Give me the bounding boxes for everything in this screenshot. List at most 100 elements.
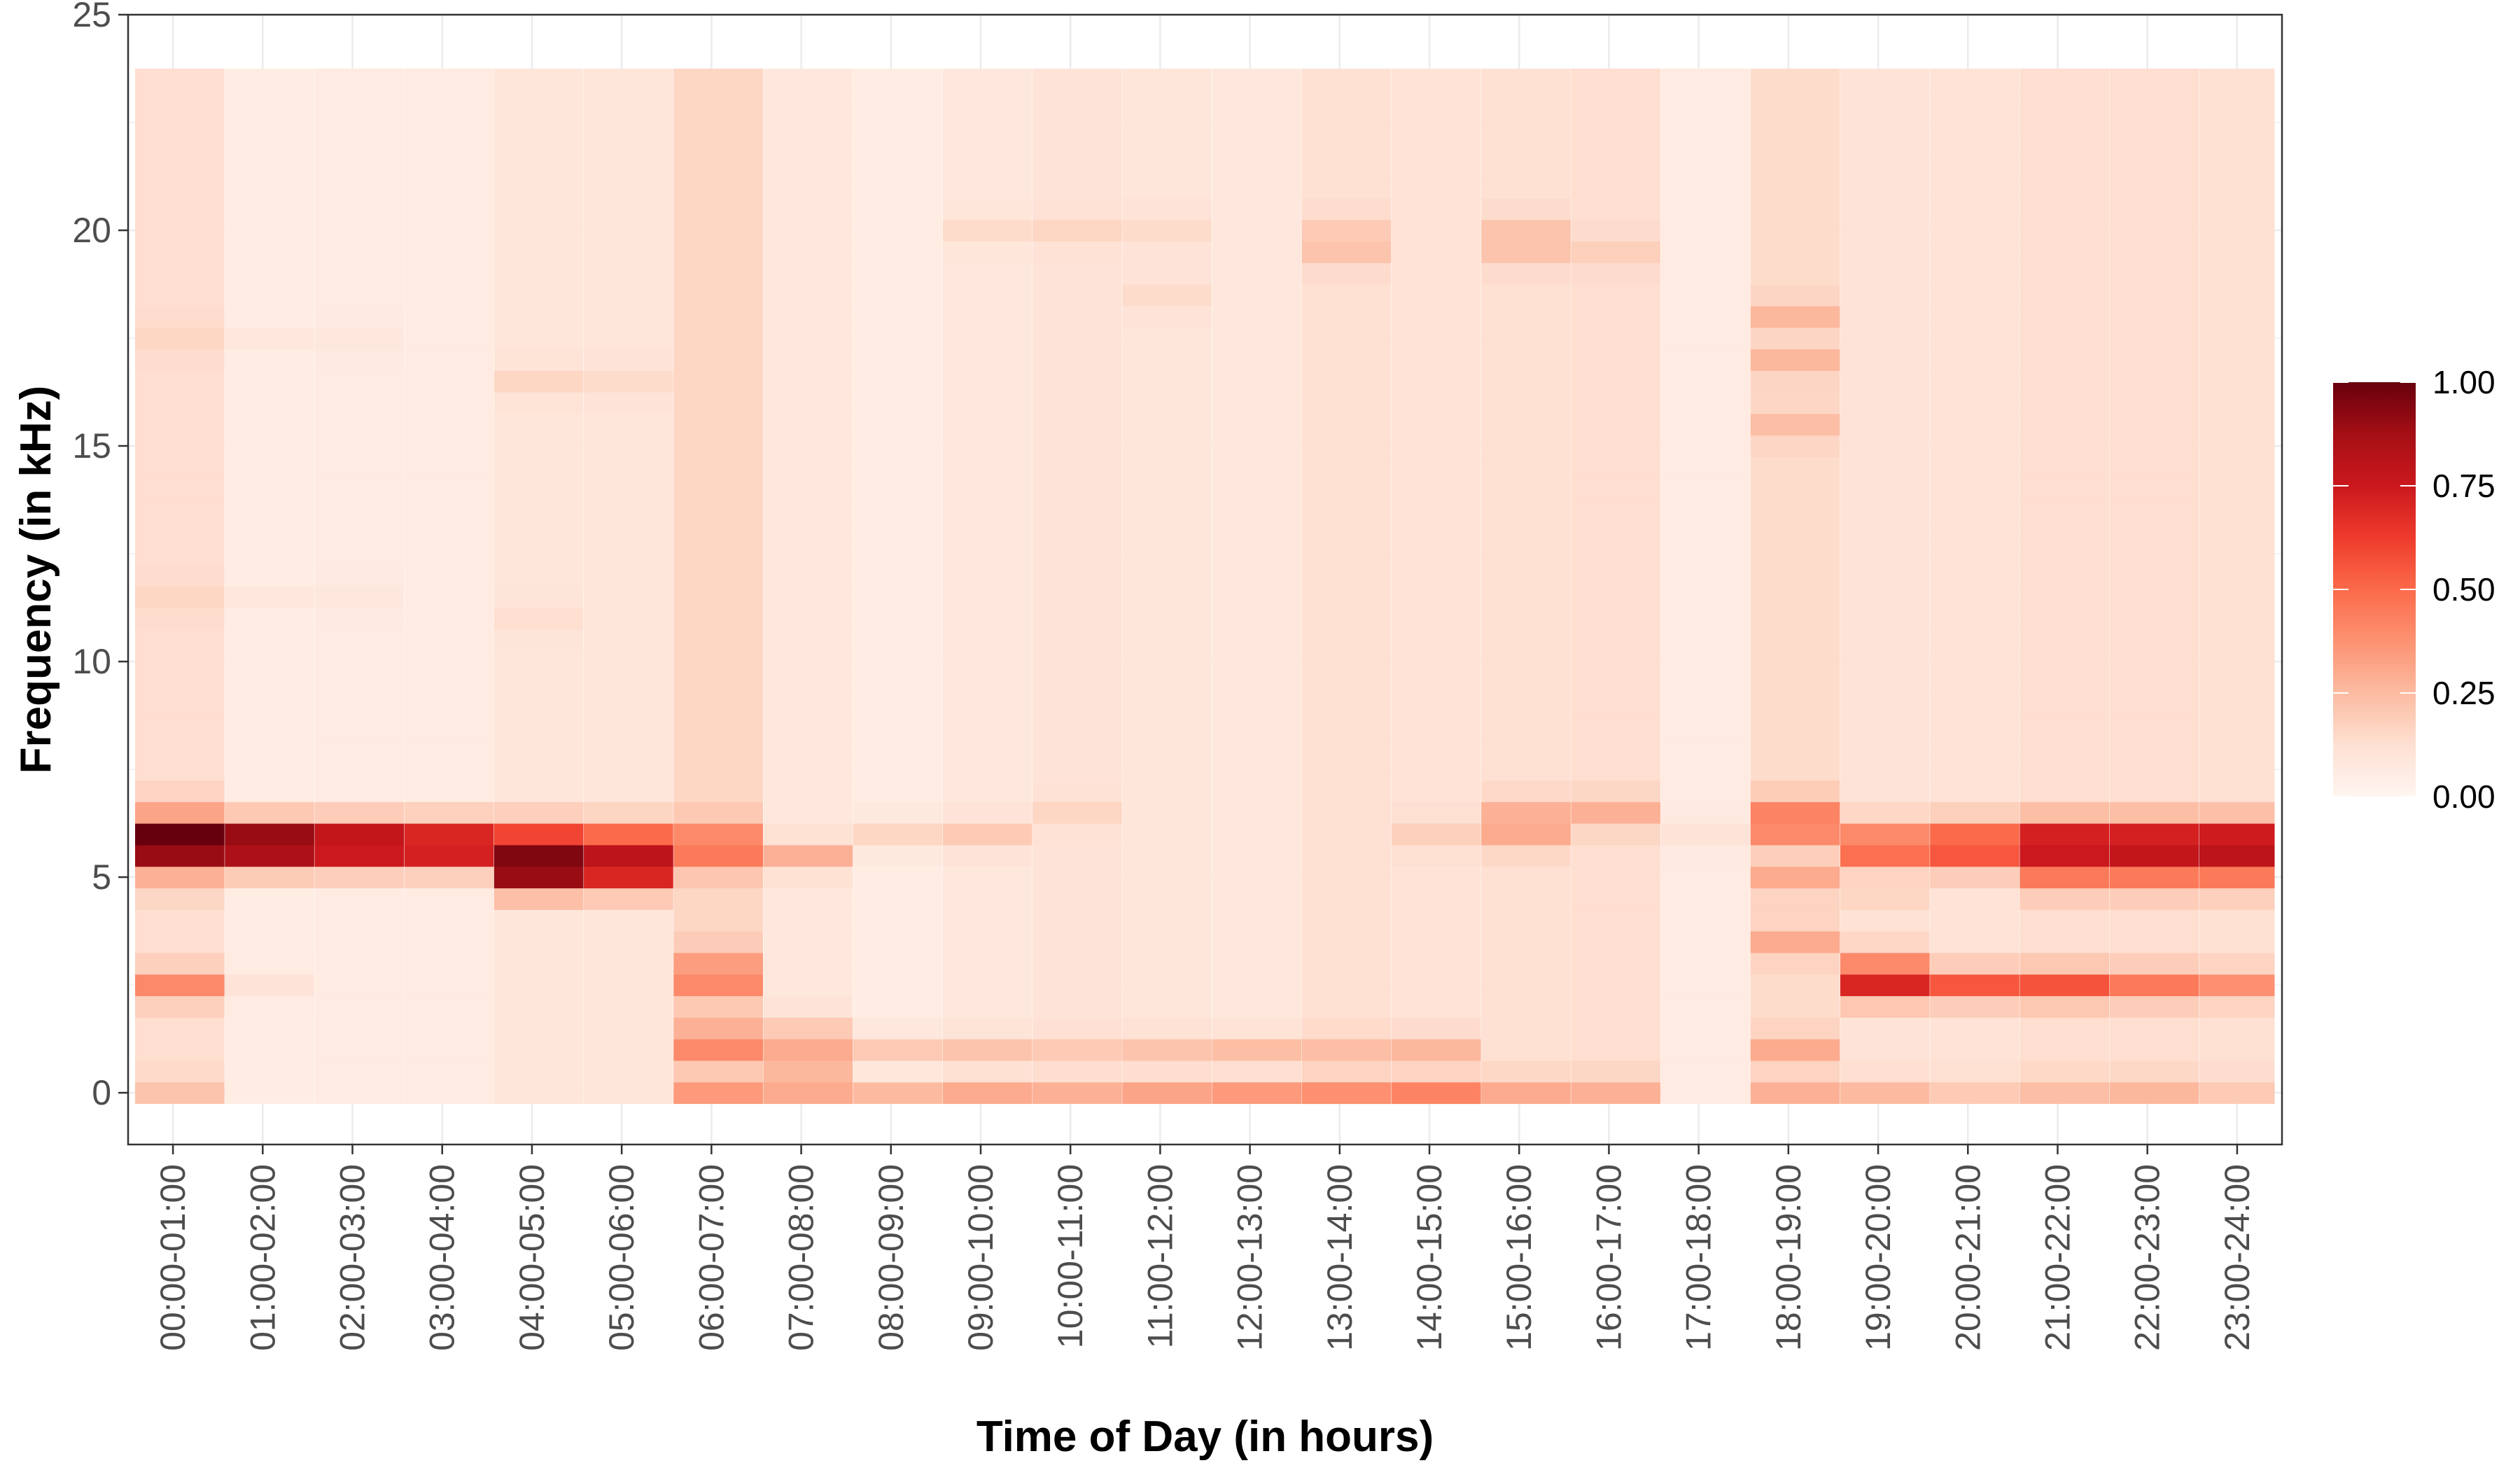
heatmap-cell <box>404 823 494 846</box>
heatmap-cell <box>1391 176 1481 199</box>
heatmap-cell <box>1930 780 2019 802</box>
heatmap-cell <box>2019 866 2110 889</box>
heatmap-cell <box>135 650 225 673</box>
heatmap-cell <box>1212 241 1302 263</box>
heatmap-cell <box>314 694 405 716</box>
heatmap-cell <box>1032 866 1122 889</box>
heatmap-cell <box>1571 608 1661 630</box>
heatmap-cell <box>942 521 1032 544</box>
y-tick-label: 20 <box>72 211 111 250</box>
heatmap-cell <box>225 456 314 479</box>
heatmap-cell <box>2019 305 2110 328</box>
heatmap-cell <box>1571 844 1661 867</box>
heatmap-cell <box>1571 780 1661 802</box>
heatmap-cell <box>1391 866 1481 889</box>
heatmap-cell <box>1750 370 1840 393</box>
heatmap-cell <box>1391 478 1481 500</box>
heatmap-cell <box>1840 176 1930 199</box>
heatmap-cell <box>1481 542 1571 566</box>
heatmap-cell <box>1212 672 1302 694</box>
heatmap-cell <box>2019 327 2110 350</box>
heatmap-cell <box>1571 586 1661 608</box>
heatmap-cell <box>673 133 763 155</box>
heatmap-cell <box>404 370 494 393</box>
heatmap-cell <box>942 629 1032 652</box>
heatmap-cell <box>404 500 494 522</box>
heatmap-cell <box>853 650 943 673</box>
heatmap-cell <box>493 219 584 242</box>
heatmap-cell <box>225 111 314 134</box>
heatmap-cell <box>584 564 673 587</box>
heatmap-cell <box>135 823 225 846</box>
heatmap-cell <box>673 327 763 350</box>
heatmap-cell <box>493 262 584 285</box>
heatmap-cell <box>763 1060 853 1083</box>
x-tick-label: 19:00-20:00 <box>1858 1164 1898 1351</box>
heatmap-cell <box>2019 715 2110 738</box>
heatmap-cell <box>314 262 405 285</box>
heatmap-cell <box>673 888 763 910</box>
heatmap-cell <box>225 736 314 760</box>
heatmap-cell <box>1391 521 1481 544</box>
heatmap-cell <box>942 715 1032 738</box>
heatmap-cell <box>1122 823 1212 846</box>
heatmap-cell <box>1930 349 2019 371</box>
heatmap-cell <box>2199 456 2275 479</box>
heatmap-cell <box>1122 780 1212 802</box>
heatmap-cell <box>1032 90 1122 113</box>
heatmap-cell <box>942 844 1032 867</box>
heatmap-cell <box>1481 327 1571 350</box>
heatmap-cell <box>1481 111 1571 134</box>
heatmap-cell <box>763 478 853 500</box>
heatmap-cell <box>314 736 405 760</box>
heatmap-cell <box>314 413 405 436</box>
heatmap-cell <box>1750 241 1840 263</box>
heatmap-cell <box>225 758 314 781</box>
heatmap-cell <box>135 219 225 242</box>
heatmap-cell <box>1571 542 1661 566</box>
heatmap-cell <box>1032 500 1122 522</box>
heatmap-cell <box>853 111 943 134</box>
heatmap-cell <box>584 327 673 350</box>
heatmap-cell <box>1391 844 1481 867</box>
heatmap-cell <box>493 1017 584 1040</box>
heatmap-cell <box>942 241 1032 263</box>
heatmap-cell <box>2109 349 2199 371</box>
heatmap-cell <box>314 650 405 673</box>
heatmap-cell <box>1571 736 1661 760</box>
y-axis: 0 5 10 15 20 25 <box>72 0 128 1112</box>
heatmap-cell <box>853 694 943 716</box>
heatmap-cell <box>1660 823 1751 846</box>
heatmap-cell <box>1122 844 1212 867</box>
heatmap-cell <box>404 974 494 997</box>
heatmap-cell <box>1750 349 1840 371</box>
heatmap-cell <box>853 69 943 91</box>
heatmap-cell <box>1571 995 1661 1018</box>
heatmap-cell <box>1840 478 1930 500</box>
x-tick-label: 21:00-22:00 <box>2038 1164 2077 1351</box>
heatmap-cell <box>673 305 763 328</box>
heatmap-cell <box>853 1039 943 1061</box>
heatmap-cell <box>2199 823 2275 846</box>
heatmap-cell <box>1122 262 1212 285</box>
heatmap-cell <box>135 952 225 975</box>
heatmap-cell <box>314 435 405 458</box>
heatmap-cell <box>314 844 405 867</box>
heatmap-cell <box>1840 90 1930 113</box>
heatmap-cell <box>314 1082 405 1105</box>
heatmap-cell <box>1032 909 1122 932</box>
heatmap-cell <box>1750 995 1840 1018</box>
heatmap-cell <box>225 327 314 350</box>
heatmap-cell <box>1750 909 1840 932</box>
heatmap-cell <box>1212 176 1302 199</box>
heatmap-cell <box>135 1060 225 1083</box>
heatmap-cell <box>1660 608 1751 630</box>
heatmap-cell <box>225 155 314 177</box>
heatmap-cell <box>1840 1017 1930 1040</box>
heatmap-cell <box>314 629 405 652</box>
x-tick-label: 03:00-04:00 <box>423 1164 462 1351</box>
heatmap-cell <box>1122 758 1212 781</box>
heatmap-cell <box>404 392 494 414</box>
heatmap-cell <box>1481 952 1571 975</box>
heatmap-cell <box>673 672 763 694</box>
